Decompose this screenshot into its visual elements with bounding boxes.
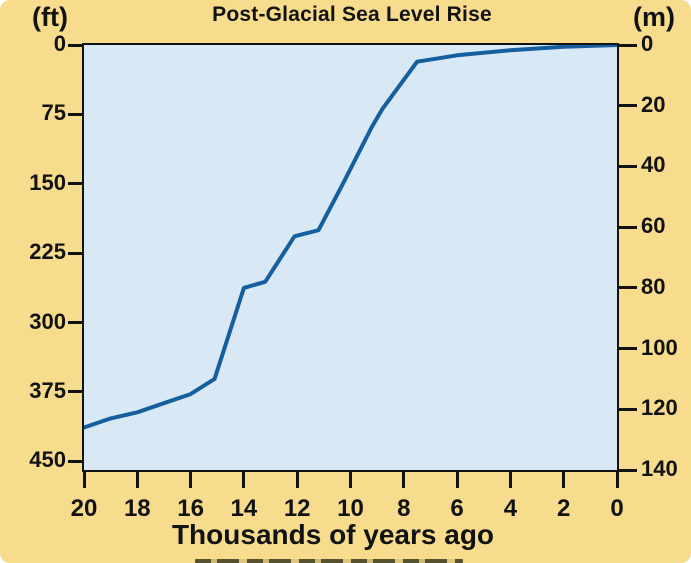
right-axis-tick (617, 225, 637, 229)
x-axis-tick-label: 8 (397, 495, 411, 522)
x-axis-tick (295, 470, 299, 488)
x-axis-tick-label: 0 (610, 495, 624, 522)
x-axis-tick (455, 470, 459, 488)
right-axis-tick (617, 104, 637, 108)
x-axis-tick-label: 10 (337, 495, 364, 522)
right-axis-tick-label: 60 (641, 213, 666, 239)
right-axis-tick (617, 407, 637, 411)
left-axis-tick (68, 43, 83, 47)
x-axis-tick-label: 6 (450, 495, 464, 522)
left-axis-tick-label: 375 (29, 377, 66, 403)
left-axis-tick-label: 150 (29, 169, 66, 195)
x-axis-tick-label: 4 (503, 495, 518, 522)
x-axis-tick-label: 14 (230, 495, 258, 522)
right-axis-tick (617, 468, 637, 472)
right-axis-tick-label: 100 (641, 334, 678, 360)
right-axis-tick-label: 140 (641, 456, 678, 481)
right-axis-tick (617, 43, 637, 47)
x-axis-tick-label: 16 (177, 495, 204, 522)
left-axis-tick (68, 459, 83, 463)
x-axis-tick (242, 470, 246, 488)
left-axis-tick-label: 75 (41, 100, 66, 126)
right-axis-tick (617, 347, 637, 351)
x-axis-tick-label: 18 (123, 495, 151, 522)
x-axis-tick-label: 20 (70, 495, 98, 522)
right-axis-tick-label: 120 (641, 395, 678, 421)
right-axis-tick-label: 80 (641, 273, 666, 299)
x-axis-tick-label: 2 (557, 495, 571, 522)
x-axis-tick (562, 470, 566, 488)
x-axis-tick (135, 470, 139, 488)
right-axis-tick-label: 0 (641, 31, 654, 56)
x-axis-tick (189, 470, 193, 488)
left-axis-tick-label: 225 (29, 239, 66, 265)
x-axis-tick (82, 470, 86, 488)
right-axis-tick-label: 40 (641, 152, 666, 178)
right-axis-tick (617, 286, 637, 290)
cropped-caption-strip (195, 559, 463, 563)
x-axis-tick (615, 470, 619, 488)
sea-level-line (82, 43, 619, 430)
right-axis-tick-label: 20 (641, 91, 666, 117)
left-axis-tick (68, 321, 83, 325)
right-axis-tick (617, 164, 637, 168)
ft-axis-unit-label: (ft) (32, 2, 68, 32)
left-axis-tick (68, 251, 83, 255)
left-axis-tick (68, 390, 83, 394)
m-axis-unit-label: (m) (633, 2, 675, 32)
left-axis-tick-label: 450 (29, 447, 66, 473)
x-axis-tick-label: 12 (283, 495, 311, 522)
left-axis-tick-label: 300 (29, 308, 66, 334)
x-axis-tick (402, 470, 406, 488)
x-axis-label: Thousands of years ago (171, 519, 495, 550)
left-axis-tick-label: 0 (53, 31, 66, 56)
left-axis-tick (68, 182, 83, 186)
x-axis-tick (508, 470, 512, 488)
chart-title: Post-Glacial Sea Level Rise (212, 3, 492, 26)
x-axis-tick (349, 470, 352, 488)
left-axis-tick (68, 112, 83, 116)
